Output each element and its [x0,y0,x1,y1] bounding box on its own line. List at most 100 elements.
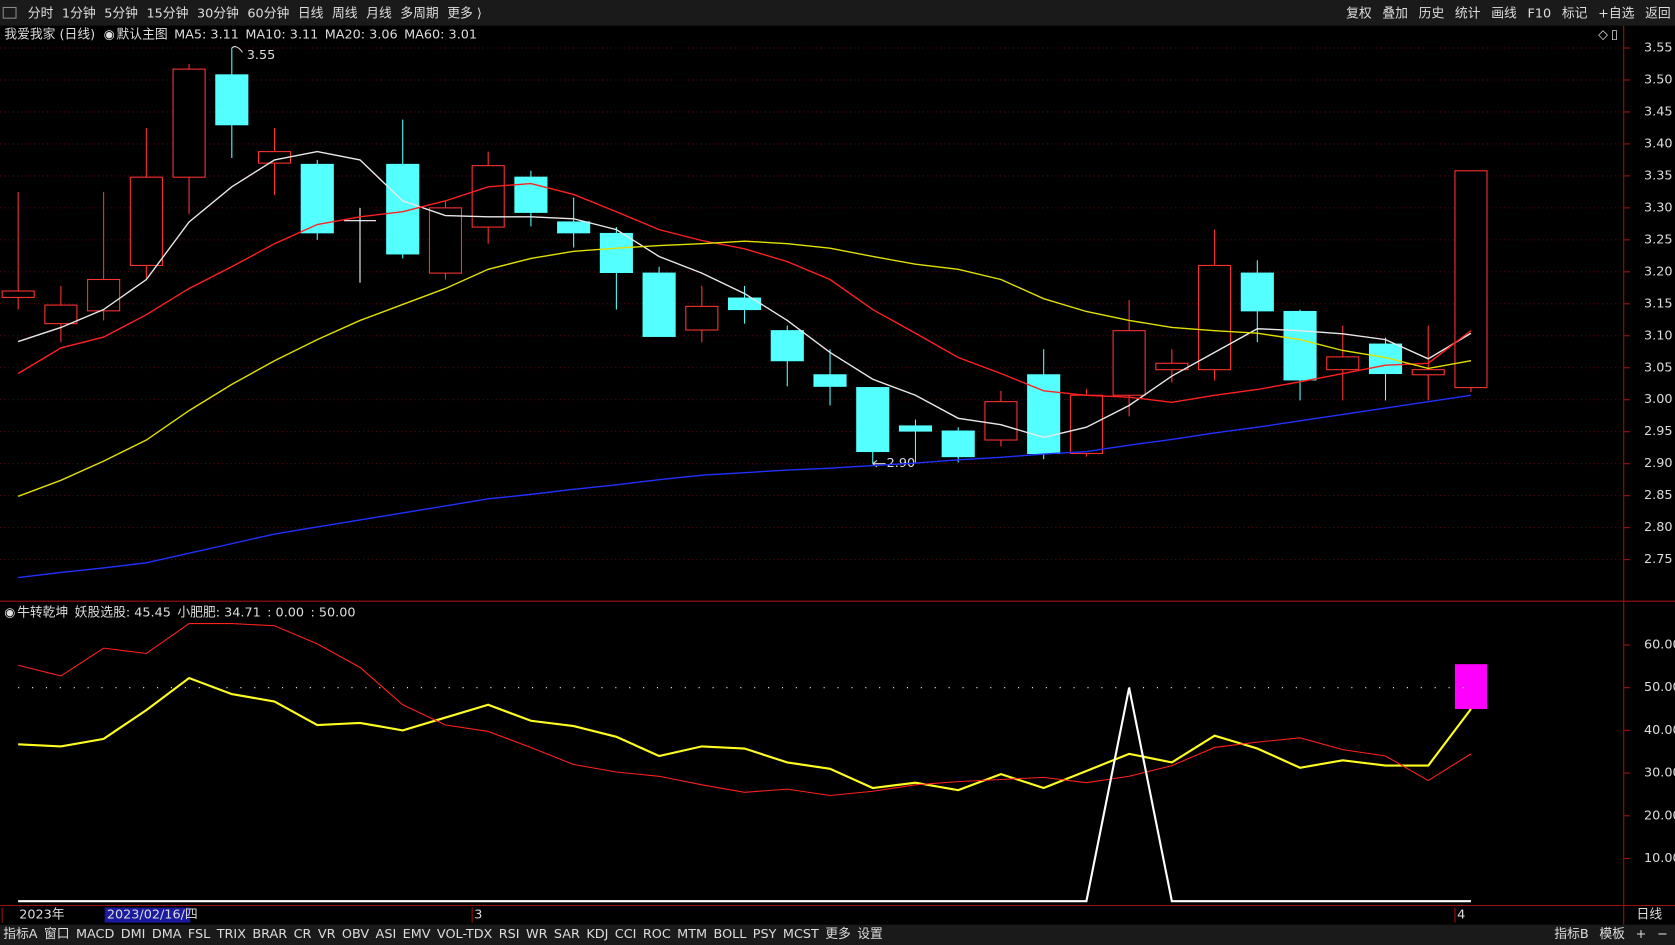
y-tick-label: 50.00 [1644,680,1675,695]
tool-button[interactable]: 标记 [1562,6,1588,21]
candle-body [1283,310,1317,381]
indicator-tab[interactable]: − [1657,927,1668,942]
period-tab[interactable]: 15分钟 [147,5,189,21]
candle-body [1240,272,1274,312]
candle-body [1155,362,1189,371]
stock-title: 我爱我家 (日线) [4,27,95,43]
indicator-tab[interactable]: ROC [643,927,671,942]
period-tab[interactable]: 日线 [298,6,324,21]
candle-body [129,176,163,266]
candle-body [728,297,762,311]
indicator-tab[interactable]: 模板 [1599,927,1625,942]
indicator-tab[interactable]: VR [318,927,336,942]
indicator-tab[interactable]: EMV [403,927,431,942]
indicator-tab[interactable]: VOL-TDX [437,927,493,942]
indicator-tab[interactable]: DMI [121,927,146,942]
x-tick-label: 2023年 [19,908,65,923]
candle-body [172,68,206,178]
period-tab[interactable]: 多周期 [400,6,438,21]
indicator-tab[interactable]: TRIX [216,927,246,942]
indicator-tab[interactable]: MCST [783,927,819,942]
tool-button[interactable]: F10 [1527,6,1551,21]
indicator-tab[interactable]: CR [294,927,312,942]
tool-button[interactable]: 历史 [1419,6,1445,21]
indicator-title: 牛转乾坤 [17,605,68,620]
candle-body [1411,369,1445,376]
indicator-tab[interactable]: FSL [188,927,211,942]
indicator-tab[interactable]: 窗口 [44,927,70,942]
indicator-tab[interactable]: 指标B [1554,927,1588,942]
line-series [17,240,1472,497]
tool-button[interactable]: 复权 [1346,5,1372,21]
x-tick-label: 3 [474,908,482,923]
candle-body [215,74,249,126]
line-series [17,182,1472,403]
indicator-tab[interactable]: CCI [615,927,637,942]
legend-entry: MA5: 3.11 [174,28,239,43]
legend-entry: 妖股选股: 45.45 [75,605,171,620]
y-tick-label: 2.85 [1644,488,1673,503]
legend-entry: MA10: 3.11 [245,28,318,43]
candle-body [1368,343,1403,375]
indicator-tab[interactable]: KDJ [586,927,608,942]
candle-body [599,232,633,274]
period-tab[interactable]: 1分钟 [62,5,96,21]
period-tab[interactable]: 周线 [332,6,358,21]
line-series [18,676,1472,792]
indicator-tab[interactable]: PSY [753,927,777,942]
indicator-tab[interactable]: + [1636,927,1647,942]
indicator-tab[interactable]: WR [526,927,548,942]
candle-body [813,374,847,387]
period-tab[interactable]: 5分钟 [104,5,138,21]
candle-body [770,330,804,362]
tool-button[interactable]: 返回 [1645,6,1671,21]
indicator-tab[interactable]: BOLL [714,927,748,942]
candle-body [984,401,1018,441]
indicator-tab[interactable]: MACD [76,927,115,942]
indicator-tab[interactable]: SAR [554,927,580,942]
tool-button[interactable]: +自选 [1598,6,1635,21]
period-tab[interactable]: 分时 [28,6,54,21]
indicator-tab[interactable]: RSI [499,927,520,942]
tool-button[interactable]: 画线 [1491,6,1517,21]
line-series [18,394,1472,579]
indicator-tab[interactable]: MTM [677,927,707,942]
indicator-tab[interactable]: OBV [342,927,369,942]
period-tab[interactable]: 60分钟 [247,5,289,21]
candle-body [1198,264,1232,371]
candle-body [1112,330,1146,396]
indicator-tab[interactable]: ASI [376,927,397,942]
y-tick-label: 40.00 [1644,723,1675,738]
indicator-tab[interactable]: 设置 [857,927,883,942]
legend-entry: MA20: 3.06 [325,28,398,43]
y-tick-label: 3.20 [1644,264,1673,279]
candle-body [941,430,975,458]
candle-body [514,176,548,213]
y-tick-label: 3.35 [1644,168,1673,183]
scroll-icon[interactable]: ▯ [1611,28,1618,43]
indicator-icon[interactable]: ◉ [4,605,15,620]
line-series [18,687,1471,903]
y-tick-label: 3.55 [1644,41,1673,56]
period-tab[interactable]: 月线 [366,6,392,21]
candle-body [1,290,35,298]
tool-button[interactable]: 叠加 [1382,6,1408,21]
candle-body [856,387,890,453]
menu-icon[interactable] [2,6,17,19]
period-tab[interactable]: 30分钟 [197,5,239,21]
tool-button[interactable]: 统计 [1455,6,1481,21]
indicator-tab[interactable]: 指标A [3,927,38,942]
y-tick-label: 3.00 [1644,392,1673,407]
y-tick-label: 3.15 [1644,296,1673,311]
line-series [17,150,1472,439]
cursor-date-bg [104,907,191,923]
indicator-tab[interactable]: DMA [152,927,182,942]
period-tab[interactable]: 更多 ⟩ [447,6,482,21]
y-tick-label: 10.00 [1644,851,1675,866]
max-arrow [231,46,243,53]
indicator-tab[interactable]: 更多 [825,927,851,942]
diamond-icon[interactable]: ◇ [1598,28,1608,43]
bottom-toolbar [0,924,1675,945]
indicator-tab[interactable]: BRAR [252,927,287,942]
main-icon[interactable]: ◉ [104,28,115,43]
